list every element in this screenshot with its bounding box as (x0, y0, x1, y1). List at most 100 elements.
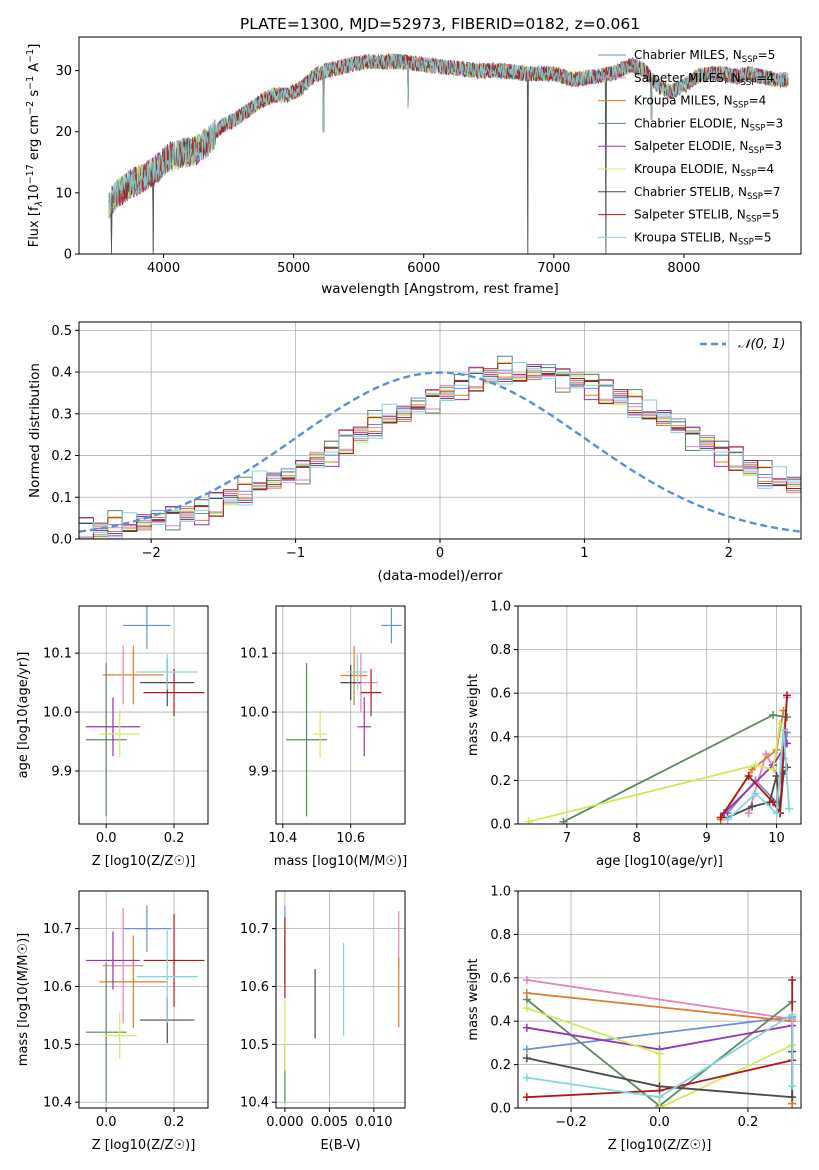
y-axis-label-part: −2 (25, 101, 36, 115)
legend-label: Kroupa MILES, NSSP=4 (634, 94, 766, 111)
y-tick-label: 0.8 (490, 643, 511, 658)
y-tick-label: 0.4 (490, 730, 511, 745)
spectrum-panel: 4000 5000 6000 7000 8000 0 10 20 30 wavelength [A… (25, 36, 802, 297)
spectrum-line (108, 53, 789, 214)
weight-marker (744, 772, 753, 781)
errorbar-point (313, 710, 327, 758)
errorbar-point (102, 645, 164, 705)
y-tick-label: 10.5 (240, 1038, 269, 1053)
weight-marker (783, 713, 792, 722)
weight-marker (522, 1023, 531, 1032)
plot-marks (85, 905, 205, 1102)
x-tick-label: 10.6 (336, 831, 365, 846)
legend-label-sub: SSP (741, 78, 757, 88)
legend-label-sub: SSP (733, 101, 749, 111)
errorbar-point (143, 669, 205, 717)
legend-label: 𝒩(0, 1) (738, 337, 785, 352)
errorbar-point (360, 669, 382, 717)
weight-marker (559, 817, 568, 824)
legend-label-main: Salpeter MILES, N (634, 71, 741, 85)
weight-line (526, 1013, 794, 1099)
weight-marker (769, 765, 778, 774)
y-tick-label: 0.1 (51, 491, 72, 506)
legend-label-main: Kroupa ELODIE, N (634, 162, 741, 176)
axes: 0.0 0.2 10.4 10.5 10.6 10.7 Z [log10(Z/Z☉)] mas… (16, 890, 209, 1153)
gaussian-curve (79, 371, 801, 533)
legend-label-main: Kroupa MILES, N (634, 94, 733, 108)
y-tick-label: 1.0 (490, 600, 511, 615)
histogram-step (79, 361, 801, 539)
y-tick-label: 10.7 (43, 922, 72, 937)
weight-marker (723, 815, 732, 824)
weight-marker (522, 1004, 531, 1013)
weight-marker (716, 813, 725, 822)
axes-frame (275, 890, 406, 1109)
legend-label-tail: =5 (754, 230, 772, 244)
legend-label-tail: =5 (762, 208, 780, 222)
y-tick-label: 0.0 (490, 818, 511, 833)
legend-label-tail: =7 (763, 185, 781, 199)
figure-title: PLATE=1300, MJD=52973, FIBERID=0182, z=0… (240, 15, 640, 33)
legend-label-tail: =4 (756, 71, 774, 85)
errorbar-point (85, 697, 141, 757)
x-tick-label: 4000 (147, 261, 180, 276)
axes: 10.4 10.6 9.9 10.0 10.1 mass [log10(M/M☉)] (240, 605, 407, 869)
weight-marker (655, 1104, 664, 1108)
weight-line (528, 723, 781, 823)
histogram-step (79, 355, 801, 539)
plot-marks (286, 607, 402, 817)
weight-marker (751, 761, 760, 770)
errorbar-point (381, 607, 402, 644)
plot-area (276, 891, 405, 1108)
weight-marker (522, 1073, 531, 1082)
x-tick-label: 0.0 (96, 831, 117, 846)
axes: −0.2 0.0 0.2 0.0 0.2 0.4 0.6 0.8 1.0 Z [log10(Z/Z… (466, 885, 802, 1153)
weight-marker (522, 1045, 531, 1054)
legend-label-tail: =4 (756, 162, 774, 176)
x-tick-label: 0.0 (96, 1115, 117, 1130)
axes: 0.000 0.005 0.010 10.4 10.5 10.6 10.7 E(B-V) (240, 890, 406, 1153)
x-tick-label: 8 (633, 831, 641, 846)
axes: 0.0 0.2 9.9 10.0 10.1 Z [log10(Z/Z☉)] age [log… (16, 605, 209, 869)
x-tick-label: 0.2 (164, 1115, 185, 1130)
y-axis-label-part: ] (27, 44, 42, 49)
weight-marker (748, 802, 757, 811)
errorbar-point (99, 710, 141, 758)
legend-label-sub: SSP (741, 169, 757, 179)
weight_vs_age-panel: 7 8 9 10 0.0 0.2 0.4 0.6 0.8 1.0 age [log10(age/yr… (466, 600, 802, 869)
y-tick-label: 0.8 (490, 928, 511, 943)
legend-label: Kroupa ELODIE, NSSP=4 (634, 162, 774, 179)
y-axis-label: mass weight (466, 958, 481, 1040)
y-axis-label-part: s (27, 90, 42, 101)
y-axis-label-part: −1 (25, 76, 36, 90)
errorbar-point (136, 654, 198, 690)
weight-marker (776, 719, 785, 728)
y-tick-label: 9.9 (51, 764, 72, 779)
y-axis-label-part: A (27, 63, 42, 76)
weight-marker (772, 809, 781, 818)
weight-marker (762, 750, 771, 759)
x-axis-label: Z [log10(Z/Z☉)] (92, 1138, 196, 1153)
x-axis-label: Z [log10(Z/Z☉)] (608, 1138, 712, 1153)
x-tick-label: 0.000 (266, 1115, 303, 1130)
legend-label: Chabrier ELODIE, NSSP=3 (634, 116, 783, 133)
legend-label-sub: SSP (746, 215, 762, 225)
axes-frame (78, 605, 209, 825)
y-tick-label: 10 (55, 186, 72, 201)
y-tick-label: 10.4 (240, 1096, 269, 1111)
plot-marks (284, 905, 400, 1103)
y-tick-label: 0.4 (51, 366, 72, 381)
legend-label-main: Chabrier STELIB, N (634, 185, 747, 199)
y-tick-label: 9.9 (248, 764, 269, 779)
y-tick-label: 10.6 (43, 980, 72, 995)
weight-marker (769, 798, 778, 807)
x-tick-label: 1 (580, 546, 588, 561)
weight-marker (751, 789, 760, 798)
legend-label-tail: =4 (749, 94, 767, 108)
y-tick-label: 0.0 (51, 533, 72, 548)
plot-area (79, 606, 208, 824)
y-tick-label: 0.0 (490, 1102, 511, 1117)
x-tick-label: −0.2 (555, 1115, 587, 1130)
